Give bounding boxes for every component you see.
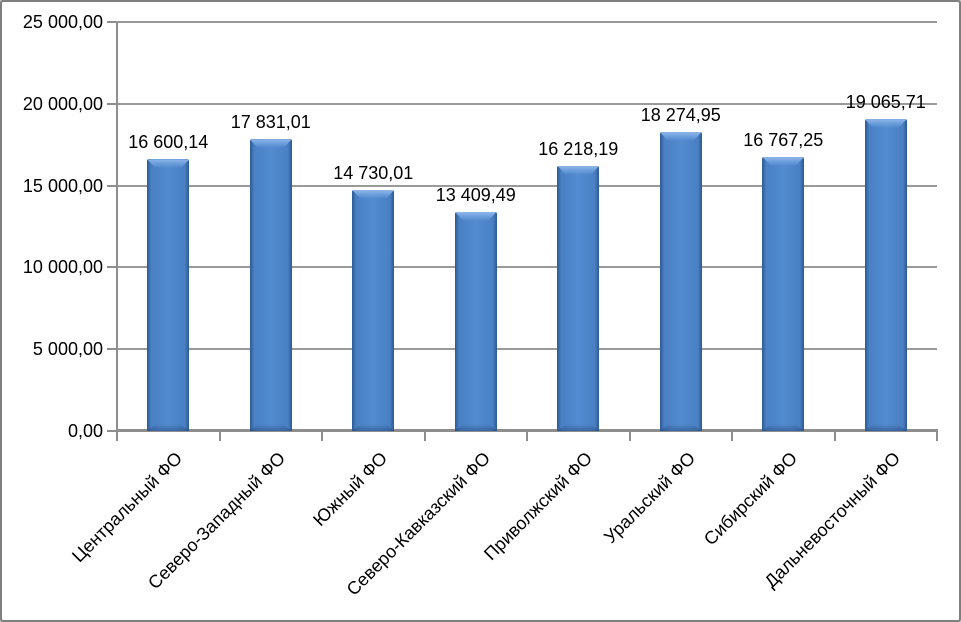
bar-top-bevel	[557, 165, 600, 175]
bar-bottom-bevel	[659, 424, 702, 431]
y-axis-tick-label: 15 000,00	[22, 175, 103, 196]
bar-bottom-bevel	[762, 424, 805, 431]
bar-value-label: 13 409,49	[435, 184, 516, 205]
bar-bottom-bevel	[249, 424, 292, 431]
bar	[557, 165, 600, 431]
bar-top-bevel	[454, 211, 497, 221]
x-axis-tick	[526, 431, 528, 441]
x-axis-tick	[321, 431, 323, 441]
bar-value-label: 16 218,19	[538, 138, 619, 159]
x-axis-tick	[936, 431, 938, 441]
gridline	[117, 348, 937, 351]
gridline	[117, 102, 937, 105]
x-axis-tick	[731, 431, 733, 441]
bar-value-label: 17 831,01	[230, 112, 311, 133]
bar-value-label: 19 065,71	[845, 92, 926, 113]
bar-value-label: 18 274,95	[640, 105, 721, 126]
bar-top-bevel	[147, 159, 190, 169]
bar	[352, 190, 395, 431]
bar	[147, 159, 190, 431]
x-axis-tick	[423, 431, 426, 441]
y-axis-tick-label: 0,00	[67, 421, 103, 441]
bar-value-label: 16 767,25	[743, 129, 824, 150]
y-axis-tick	[107, 348, 117, 351]
x-axis-line	[116, 429, 938, 432]
x-axis-category-label: Центральный ФО	[68, 448, 187, 567]
gridline	[117, 266, 937, 269]
bar-top-bevel	[864, 119, 907, 129]
y-axis-tick	[107, 102, 117, 105]
x-axis-tick	[218, 431, 221, 441]
gridline	[117, 184, 937, 187]
bar-bottom-bevel	[864, 424, 907, 431]
bar-top-bevel	[352, 190, 395, 200]
x-axis-tick	[833, 431, 836, 441]
y-axis-tick	[107, 266, 117, 269]
y-axis-tick	[107, 184, 117, 187]
y-axis-tick-label: 25 000,00	[22, 12, 103, 32]
bar-value-label: 14 730,01	[333, 163, 414, 184]
bar	[249, 139, 292, 431]
bar-top-bevel	[762, 156, 805, 166]
y-axis-tick-label: 10 000,00	[22, 257, 103, 278]
bar	[659, 132, 702, 431]
bar	[454, 211, 497, 431]
bar-bottom-bevel	[557, 424, 600, 431]
bar-value-label: 16 600,14	[128, 132, 209, 153]
x-axis-tick	[116, 431, 118, 441]
bar-top-bevel	[659, 132, 702, 142]
bar	[762, 156, 805, 431]
y-axis-tick-label: 20 000,00	[22, 93, 103, 114]
bar-bottom-bevel	[352, 424, 395, 431]
bar	[864, 119, 907, 431]
y-axis-tick	[107, 21, 117, 23]
bar-bottom-bevel	[454, 424, 497, 431]
y-axis-tick-label: 5 000,00	[32, 339, 103, 360]
y-axis-line	[116, 22, 118, 433]
bar-bottom-bevel	[147, 424, 190, 431]
y-axis-tick	[107, 430, 117, 432]
plot-area: 16 600,14 17 831,01 14 730,01 13 409,49 16 2…	[117, 22, 937, 431]
gridline	[117, 21, 937, 23]
x-axis-tick	[628, 431, 631, 441]
bar-top-bevel	[249, 139, 292, 149]
